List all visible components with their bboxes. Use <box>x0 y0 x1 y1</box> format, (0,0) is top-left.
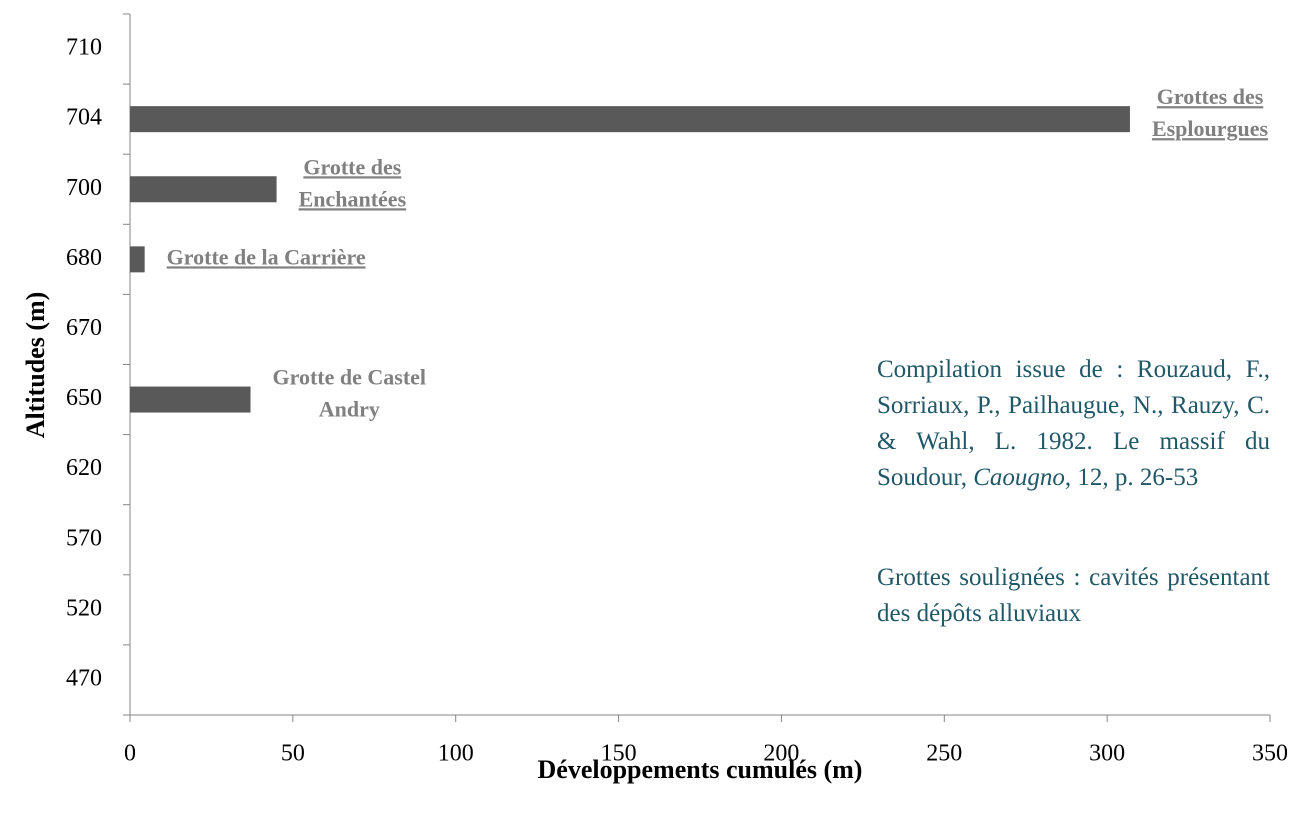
y-axis-title: Altitudes (m) <box>21 292 50 439</box>
y-tick-label: 700 <box>66 175 102 201</box>
bar-label: Esplourgues <box>1152 116 1269 141</box>
x-tick-label: 350 <box>1252 741 1288 767</box>
note-italic: Caougno <box>973 464 1065 491</box>
x-axis-title: Développements cumulés (m) <box>538 755 863 784</box>
bar <box>130 386 251 413</box>
y-tick-label: 650 <box>66 385 102 411</box>
x-tick-label: 150 <box>601 741 637 767</box>
bar-label: Grotte de la Carrière <box>167 244 366 269</box>
bar <box>130 106 1130 133</box>
source-note: Compilation issue de : Rouzaud, F., Sorr… <box>877 352 1270 496</box>
note-text: Grottes soulignées : cavités présentant … <box>877 564 1270 627</box>
y-tick-label: 710 <box>66 35 102 61</box>
note-text: , 12, p. 26-53 <box>1064 464 1199 491</box>
note-text: Compilation issue de : Rouzaud, F., Sorr… <box>877 356 1270 491</box>
y-tick-label: 670 <box>66 315 102 341</box>
y-tick-label: 520 <box>66 595 102 621</box>
bar-label: Grottes des <box>1157 84 1264 109</box>
y-tick-label: 680 <box>66 245 102 271</box>
y-tick-label: 470 <box>66 665 102 691</box>
y-tick-label: 570 <box>66 525 102 551</box>
x-tick-label: 250 <box>926 741 962 767</box>
bar <box>130 246 145 273</box>
x-tick-label: 50 <box>281 741 305 767</box>
x-tick-label: 300 <box>1089 741 1125 767</box>
x-tick-label: 200 <box>763 741 799 767</box>
bar <box>130 176 277 203</box>
bar-label: Grotte des <box>303 154 401 179</box>
bar-label: Andry <box>319 397 380 422</box>
bar-label: Enchantées <box>299 186 407 211</box>
x-tick-label: 100 <box>438 741 474 767</box>
bar-label: Grotte de Castel <box>273 365 427 390</box>
y-tick-label: 620 <box>66 455 102 481</box>
y-tick-label: 704 <box>66 105 102 131</box>
x-tick-label: 0 <box>124 741 136 767</box>
legend-note: Grottes soulignées : cavités présentant … <box>877 560 1270 632</box>
